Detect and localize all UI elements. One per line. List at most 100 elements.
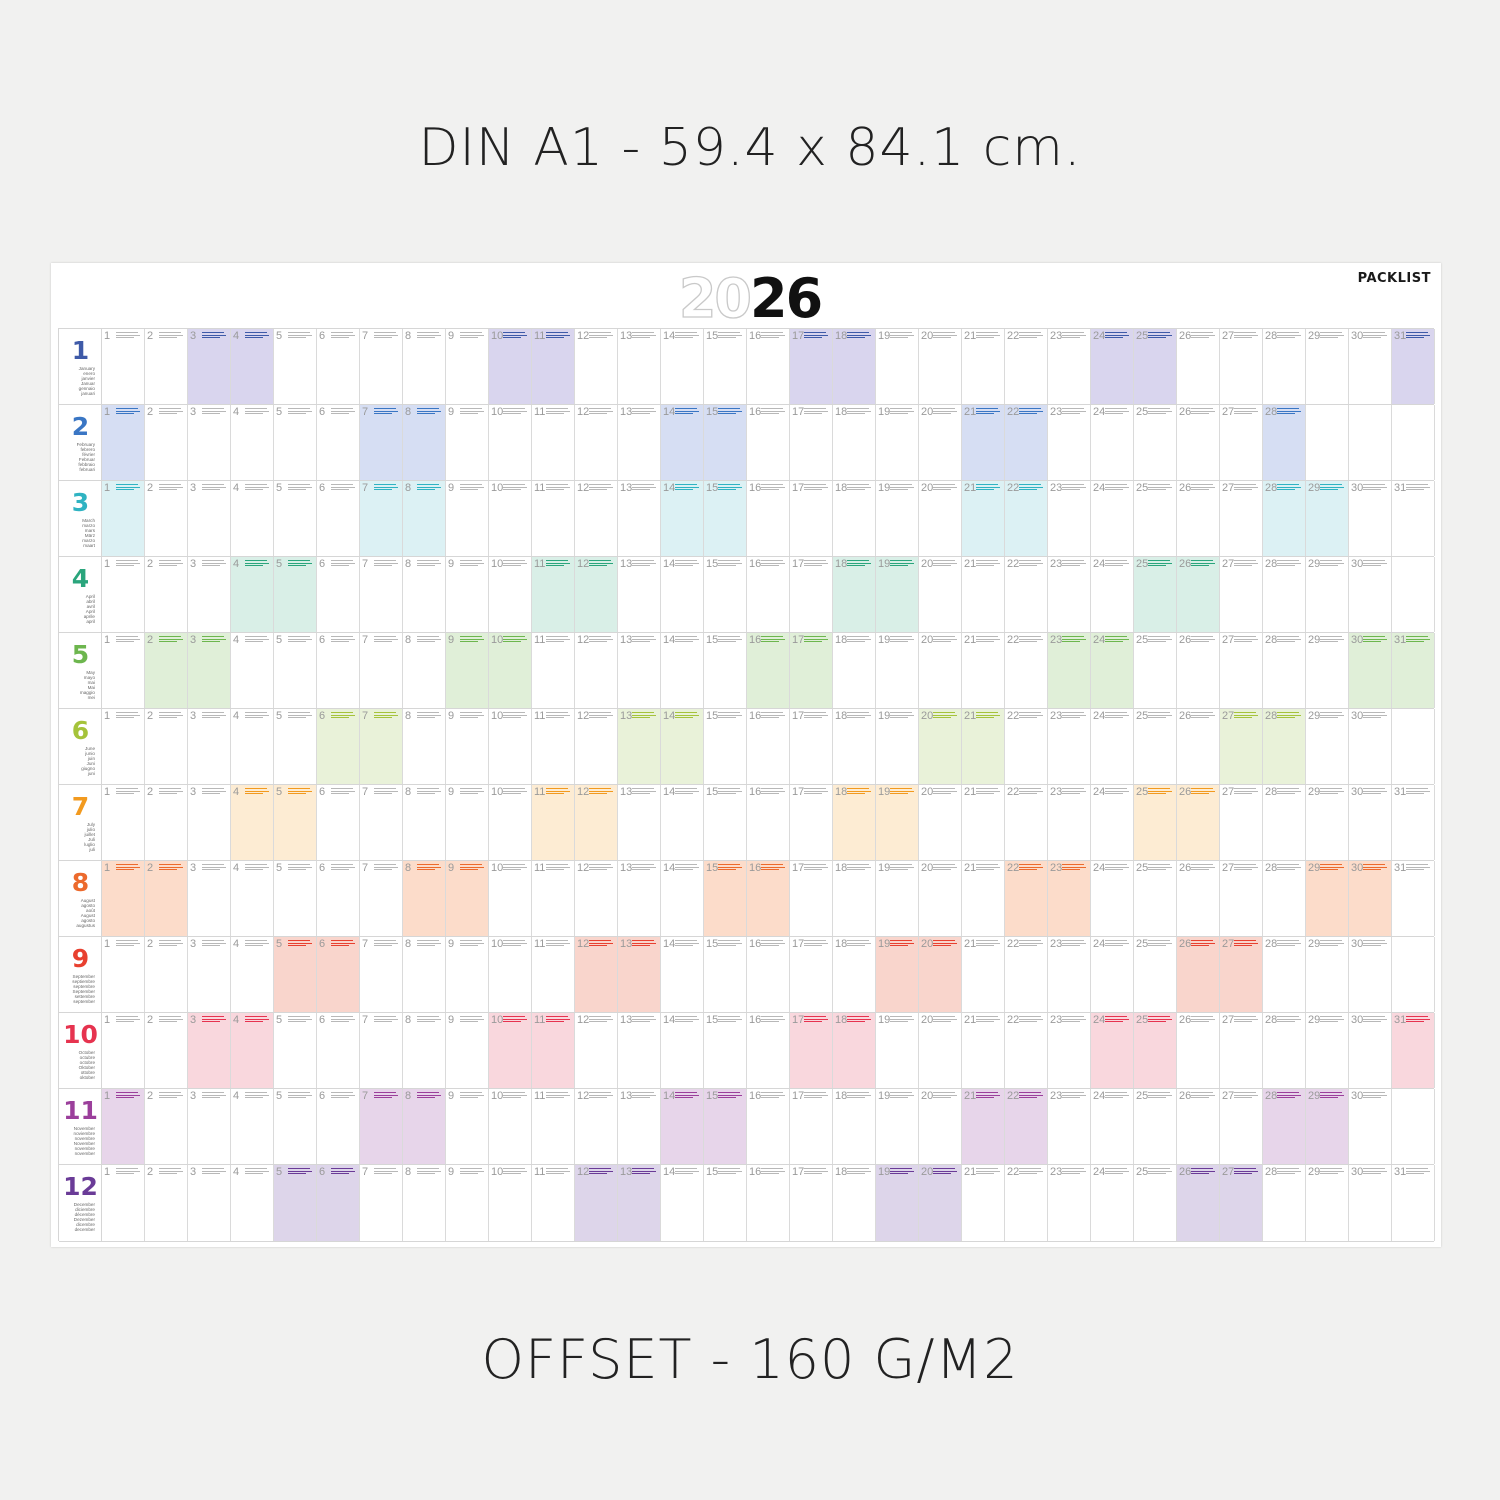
weekday-name-line [202,565,220,567]
weekday-name-line [116,864,138,865]
day-cell: 12 [575,861,618,936]
day-number: 6 [319,634,326,646]
day-cell: 20 [919,405,962,480]
weekday-name-line [1191,1168,1213,1169]
weekday-name-line [675,484,697,485]
day-number: 29 [1308,938,1321,950]
weekday-name-line [632,410,656,412]
weekday-names [718,560,742,568]
weekday-names [718,332,742,340]
weekday-name-line [245,560,267,561]
day-cell: 21 [962,861,1005,936]
weekday-name-line [890,1094,914,1096]
weekday-name-line [1105,1018,1129,1020]
weekday-name-line [976,1170,1000,1172]
day-number: 8 [405,1014,412,1026]
day-cell: 3 [188,329,231,404]
day-number: 27 [1222,634,1235,646]
weekday-name-line [1234,717,1252,719]
weekday-name-line [589,869,607,871]
weekday-name-line [159,1097,177,1099]
day-number: 8 [405,558,412,570]
weekday-name-line [632,413,650,415]
weekday-names [718,788,742,796]
weekday-names [374,332,398,340]
day-cell: 25 [1134,405,1177,480]
weekday-names [804,636,828,644]
weekday-names [1148,484,1172,492]
weekday-name-line [804,408,826,409]
weekday-name-line [417,940,439,941]
weekday-name-line [632,1016,654,1017]
day-number: 14 [663,710,676,722]
weekday-name-line [761,940,783,941]
day-number: 30 [1351,330,1364,342]
day-number: 21 [964,1014,977,1026]
day-number: 20 [921,634,934,646]
weekday-name-line [1105,945,1123,947]
month-name: May [86,670,95,675]
weekday-name-line [589,793,607,795]
weekday-name-line [1105,560,1127,561]
weekday-name-line [417,565,435,567]
weekday-name-line [331,864,353,865]
weekday-name-line [159,1016,181,1017]
weekday-name-line [503,1094,527,1096]
weekday-name-line [890,560,912,561]
weekday-name-line [331,942,355,944]
day-number: 12 [577,1166,590,1178]
weekday-name-line [288,945,306,947]
day-cell: 9 [446,557,489,632]
weekday-name-line [245,636,267,637]
day-number: 24 [1093,710,1106,722]
weekday-name-line [718,1168,740,1169]
weekday-name-line [675,793,693,795]
weekday-name-line [503,489,521,491]
weekday-name-line [589,1173,607,1175]
day-cell: 13 [618,481,661,556]
weekday-name-line [1019,332,1041,333]
weekday-names [1406,864,1430,872]
day-cell: 24 [1091,405,1134,480]
weekday-names [1363,1168,1387,1176]
day-cell: 31 [1392,329,1435,404]
weekday-names [847,484,871,492]
weekday-name-line [374,413,392,415]
day-number: 14 [663,938,676,950]
weekday-name-line [976,788,998,789]
weekday-name-line [933,1170,957,1172]
weekday-names [675,332,699,340]
weekday-name-line [1277,562,1301,564]
day-number: 10 [491,482,504,494]
weekday-name-line [417,1094,441,1096]
weekday-names [1320,1168,1344,1176]
weekday-name-line [1363,869,1381,871]
weekday-name-line [159,562,183,564]
day-number: 13 [620,558,633,570]
weekday-name-line [1234,636,1256,637]
weekday-names [890,788,914,796]
weekday-names [503,1016,527,1024]
day-cell: 9 [446,405,489,480]
weekday-name-line [417,1097,435,1099]
day-number: 21 [964,406,977,418]
month-name: octubre [79,1055,95,1061]
weekday-name-line [804,1097,822,1099]
weekday-names [589,788,613,796]
weekday-names [1148,1168,1172,1176]
day-number: 30 [1351,1166,1364,1178]
weekday-name-line [632,486,656,488]
day-cell: 30 [1349,1165,1392,1241]
weekday-names [1191,788,1215,796]
weekday-name-line [718,413,736,415]
weekday-names [1363,712,1387,720]
weekday-name-line [331,1018,355,1020]
day-number: 3 [190,786,197,798]
weekday-name-line [761,489,779,491]
day-number: 22 [1007,786,1020,798]
weekday-name-line [1363,1170,1387,1172]
weekday-name-line [1148,638,1172,640]
weekday-names [1277,332,1301,340]
day-cell: 29 [1306,1013,1349,1088]
weekday-name-line [1148,337,1166,339]
